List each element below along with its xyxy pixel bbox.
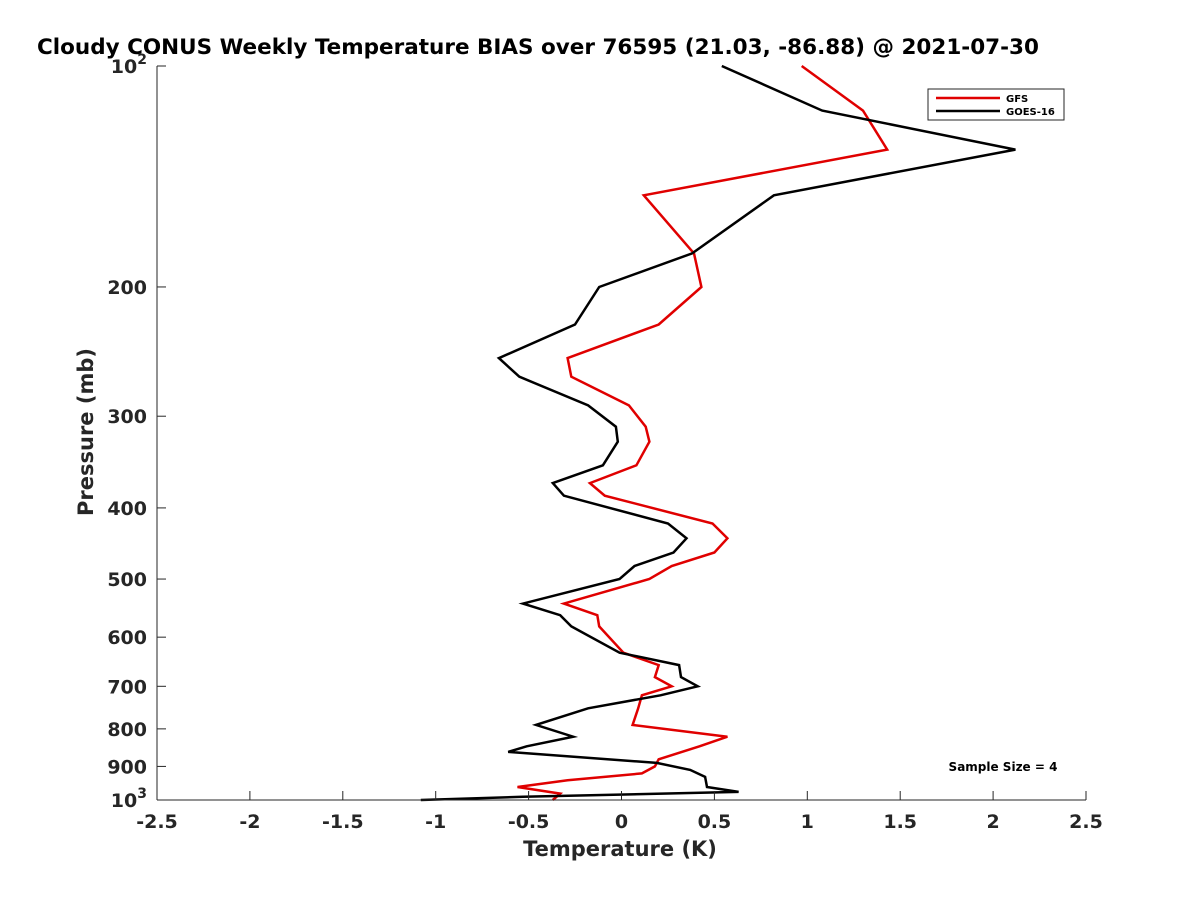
y-axis-label: Pressure (mb) xyxy=(74,348,98,516)
y-tick-label: 300 xyxy=(107,406,147,428)
y-tick-label: 700 xyxy=(107,676,147,698)
x-tick-label: 1 xyxy=(801,811,814,833)
y-tick-label: 600 xyxy=(107,627,147,649)
legend: GFS GOES-16 xyxy=(927,88,1065,121)
x-tick-label: 2 xyxy=(986,811,999,833)
y-tick-label: 900 xyxy=(107,756,147,778)
legend-label: GOES-16 xyxy=(1006,107,1055,118)
x-tick-label: -1 xyxy=(425,811,446,833)
sample-size-annotation: Sample Size = 4 xyxy=(949,760,1058,774)
legend-box xyxy=(927,88,1065,121)
x-tick-label: -1.5 xyxy=(322,811,364,833)
x-tick-label: -2.5 xyxy=(136,811,178,833)
plot-lines xyxy=(420,64,1016,802)
y-tick-label: 102 xyxy=(111,52,147,78)
x-tick-label: -0.5 xyxy=(508,811,550,833)
x-ticks: -2.5 -2 -1.5 -1 -0.5 0 0.5 1 1.5 2 2.5 xyxy=(136,791,1103,833)
x-tick-label: 2.5 xyxy=(1069,811,1103,833)
y-tick-label: 103 xyxy=(111,786,147,812)
y-tick-label: 200 xyxy=(107,277,147,299)
series-line-goes-16 xyxy=(420,64,1016,802)
y-ticks: 102 200 300 400 500 600 700 800 900 103 xyxy=(107,52,166,812)
x-axis-label: Temperature (K) xyxy=(523,837,717,861)
legend-label: GFS xyxy=(1006,94,1028,105)
chart-title: Cloudy CONUS Weekly Temperature BIAS ove… xyxy=(37,35,1039,60)
series-line-gfs xyxy=(517,64,890,801)
x-tick-label: 0.5 xyxy=(698,811,732,833)
y-tick-label: 400 xyxy=(107,498,147,520)
x-tick-label: 0 xyxy=(615,811,628,833)
axes xyxy=(156,66,1086,801)
x-tick-label: -2 xyxy=(239,811,260,833)
x-tick-label: 1.5 xyxy=(883,811,917,833)
y-tick-label: 500 xyxy=(107,569,147,591)
y-tick-label: 800 xyxy=(107,719,147,741)
